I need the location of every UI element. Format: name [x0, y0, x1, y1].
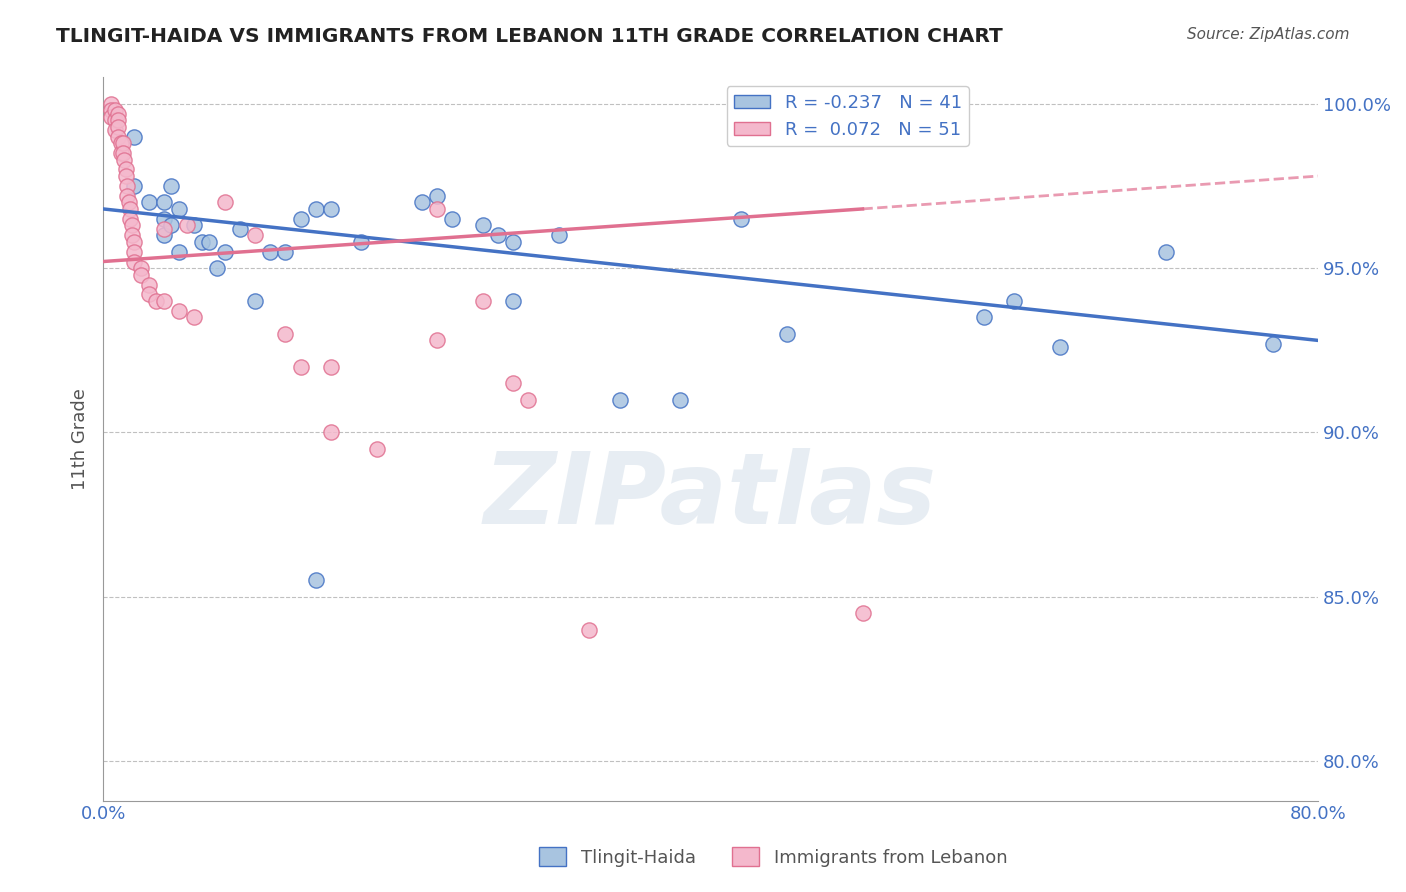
Point: [104, 123, 127, 137]
Point: [112, 153, 135, 167]
Point: [153, 228, 176, 243]
Point: [167, 244, 190, 259]
Point: [502, 235, 524, 249]
Point: [471, 293, 494, 308]
Point: [517, 392, 540, 407]
Point: [229, 221, 252, 235]
Point: [100, 103, 122, 118]
Point: [176, 219, 198, 233]
Point: [1002, 293, 1025, 308]
Point: [426, 202, 449, 216]
Point: [198, 235, 221, 249]
Point: [110, 136, 132, 151]
Point: [160, 178, 183, 193]
Text: TLINGIT-HAIDA VS IMMIGRANTS FROM LEBANON 11TH GRADE CORRELATION CHART: TLINGIT-HAIDA VS IMMIGRANTS FROM LEBANON…: [56, 27, 1002, 45]
Point: [138, 277, 160, 292]
Point: [167, 303, 190, 318]
Point: [243, 293, 266, 308]
Point: [411, 195, 433, 210]
Point: [120, 202, 142, 216]
Point: [167, 202, 190, 216]
Point: [305, 574, 328, 588]
Point: [243, 228, 266, 243]
Legend: Tlingit-Haida, Immigrants from Lebanon: Tlingit-Haida, Immigrants from Lebanon: [533, 840, 1014, 874]
Point: [145, 293, 167, 308]
Text: Source: ZipAtlas.com: Source: ZipAtlas.com: [1187, 27, 1350, 42]
Point: [609, 392, 631, 407]
Point: [115, 169, 138, 183]
Point: [153, 211, 176, 226]
Point: [441, 211, 464, 226]
Point: [122, 244, 145, 259]
Point: [1049, 340, 1071, 354]
Point: [122, 254, 145, 268]
Point: [104, 103, 127, 118]
Point: [305, 202, 328, 216]
Text: ZIPatlas: ZIPatlas: [484, 449, 938, 545]
Point: [191, 235, 214, 249]
Point: [319, 425, 342, 440]
Point: [115, 162, 138, 177]
Point: [274, 326, 297, 341]
Point: [426, 334, 449, 348]
Point: [502, 293, 524, 308]
Point: [1154, 244, 1177, 259]
Point: [730, 211, 752, 226]
Point: [122, 178, 145, 193]
Point: [578, 623, 600, 637]
Point: [160, 219, 183, 233]
Point: [118, 195, 141, 210]
Point: [183, 310, 205, 325]
Point: [153, 293, 176, 308]
Point: [669, 392, 692, 407]
Point: [259, 244, 281, 259]
Point: [117, 178, 139, 193]
Point: [138, 287, 160, 301]
Point: [110, 146, 132, 161]
Point: [121, 219, 143, 233]
Point: [290, 359, 312, 374]
Point: [851, 606, 873, 620]
Point: [122, 235, 145, 249]
Legend: R = -0.237   N = 41, R =  0.072   N = 51: R = -0.237 N = 41, R = 0.072 N = 51: [727, 87, 969, 146]
Point: [100, 96, 122, 111]
Point: [117, 188, 139, 202]
Point: [290, 211, 312, 226]
Point: [775, 326, 797, 341]
Point: [502, 376, 524, 391]
Point: [104, 113, 127, 128]
Point: [214, 195, 236, 210]
Point: [107, 129, 129, 144]
Point: [129, 261, 152, 276]
Point: [107, 120, 129, 134]
Point: [122, 129, 145, 144]
Point: [121, 228, 143, 243]
Point: [107, 113, 129, 128]
Point: [107, 106, 129, 120]
Point: [111, 146, 134, 161]
Point: [973, 310, 995, 325]
Point: [486, 228, 509, 243]
Point: [547, 228, 569, 243]
Point: [471, 219, 494, 233]
Point: [350, 235, 373, 249]
Y-axis label: 11th Grade: 11th Grade: [72, 388, 89, 490]
Point: [426, 188, 449, 202]
Point: [183, 219, 205, 233]
Point: [319, 359, 342, 374]
Point: [274, 244, 297, 259]
Point: [111, 136, 134, 151]
Point: [153, 221, 176, 235]
Point: [153, 195, 176, 210]
Point: [319, 202, 342, 216]
Point: [205, 261, 228, 276]
Point: [138, 195, 160, 210]
Point: [214, 244, 236, 259]
Point: [366, 442, 388, 456]
Point: [1261, 336, 1284, 351]
Point: [120, 211, 142, 226]
Point: [100, 110, 122, 124]
Point: [129, 268, 152, 282]
